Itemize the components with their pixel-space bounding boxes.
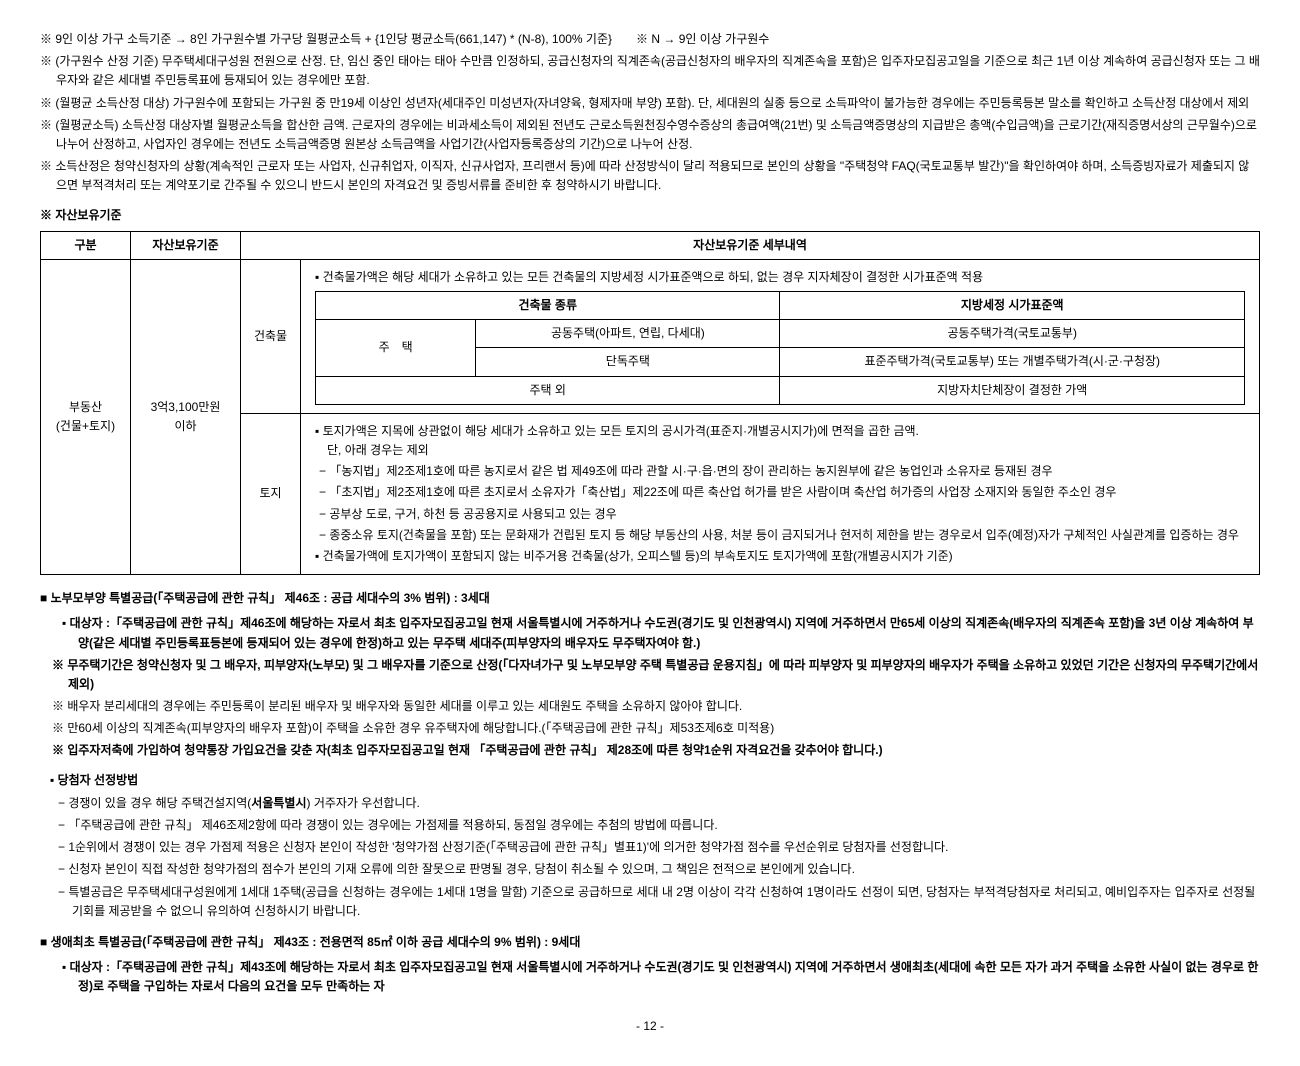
s1-note: ※ 만60세 이상의 직계존속(피부양자의 배우자 포함)이 주택을 소유한 경… [40, 719, 1260, 738]
ih-1: 건축물 종류 [316, 292, 780, 320]
cell-land-label: 토지 [241, 413, 301, 574]
land-footer: ▪ 건축물가액에 토지가액이 포함되지 않는 비주거용 건축물(상가, 오피스텔… [315, 547, 1245, 566]
section2-target: ▪ 대상자 :「주택공급에 관한 규칙」제43조에 해당하는 자로서 최초 입주… [40, 958, 1260, 996]
ic: 공동주택(아파트, 연립, 다세대) [476, 320, 780, 348]
th-category: 구분 [41, 231, 131, 259]
s1-note: ※ 무주택기간은 청약신청자 및 그 배우자, 피부양자(노부모) 및 그 배우… [40, 656, 1260, 694]
s1-note: ※ 배우자 분리세대의 경우에는 주민등록이 분리된 배우자 및 배우자와 동일… [40, 697, 1260, 716]
cell-category: 부동산 (건물+토지) [41, 259, 131, 574]
land-item: − 공부상 도로, 구거, 하천 등 공공용지로 사용되고 있는 경우 [315, 505, 1245, 524]
method: − 1순위에서 경쟁이 있는 경우 가점제 적용은 신청자 본인이 작성한 '청… [40, 838, 1260, 857]
cell-building-label: 건축물 [241, 259, 301, 413]
land-items: − 「농지법」제2조제1호에 따른 농지로서 같은 법 제49조에 따라 관할 … [315, 462, 1245, 545]
th-detail: 자산보유기준 세부내역 [241, 231, 1260, 259]
ih-2: 지방세정 시가표준액 [780, 292, 1245, 320]
land-item: − 「농지법」제2조제1호에 따른 농지로서 같은 법 제49조에 따라 관할 … [315, 462, 1245, 481]
building-inner-table: 건축물 종류 지방세정 시가표준액 주 택 공동주택(아파트, 연립, 다세대)… [315, 291, 1245, 405]
section1-title: ■ 노부모부양 특별공급(「주택공급에 관한 규칙」 제46조 : 공급 세대수… [40, 589, 1260, 608]
land-item: − 「초지법」제2조제1호에 따른 초지로서 소유자가「축산법」제22조에 따른… [315, 483, 1245, 502]
asset-title: ※ 자산보유기준 [40, 206, 1260, 225]
section1-target: ▪ 대상자 :「주택공급에 관한 규칙」제46조에 해당하는 자로서 최초 입주… [40, 614, 1260, 652]
land-item: − 종중소유 토지(건축물을 포함) 또는 문화재가 건립된 토지 등 해당 부… [315, 526, 1245, 545]
ic: 표준주택가격(국토교통부) 또는 개별주택가격(시·군·구청장) [780, 348, 1245, 376]
ic: 단독주택 [476, 348, 780, 376]
page-number: - 12 - [40, 1017, 1260, 1036]
ic: 공동주택가격(국토교통부) [780, 320, 1245, 348]
note-item: ※ 9인 이상 가구 소득기준 → 8인 가구원수별 가구당 월평균소득 + {… [40, 30, 1260, 49]
top-notes: ※ 9인 이상 가구 소득기준 → 8인 가구원수별 가구당 월평균소득 + {… [40, 30, 1260, 196]
note-item: ※ (월평균소득) 소득산정 대상자별 월평균소득을 합산한 금액. 근로자의 … [40, 116, 1260, 154]
method: − 특별공급은 무주택세대구성원에게 1세대 1주택(공급을 신청하는 경우에는… [40, 883, 1260, 921]
asset-table: 구분 자산보유기준 자산보유기준 세부내역 부동산 (건물+토지) 3억3,10… [40, 231, 1260, 575]
cell-building-detail: ▪ 건축물가액은 해당 세대가 소유하고 있는 모든 건축물의 지방세정 시가표… [301, 259, 1260, 413]
land-intro: ▪ 토지가액은 지목에 상관없이 해당 세대가 소유하고 있는 모든 토지의 공… [315, 422, 1245, 441]
th-standard: 자산보유기준 [131, 231, 241, 259]
section1-subtitle: ▪ 당첨자 선정방법 [40, 771, 1260, 790]
land-sub: 단, 아래 경우는 제외 [315, 441, 1245, 460]
cell-land-detail: ▪ 토지가액은 지목에 상관없이 해당 세대가 소유하고 있는 모든 토지의 공… [301, 413, 1260, 574]
building-intro: ▪ 건축물가액은 해당 세대가 소유하고 있는 모든 건축물의 지방세정 시가표… [315, 268, 1245, 287]
cell-standard: 3억3,100만원 이하 [131, 259, 241, 574]
section2-title: ■ 생애최초 특별공급(「주택공급에 관한 규칙」 제43조 : 전용면적 85… [40, 933, 1260, 952]
ic: 지방자치단체장이 결정한 가액 [780, 376, 1245, 404]
method: − 경쟁이 있을 경우 해당 주택건설지역(서울특별시) 거주자가 우선합니다. [40, 794, 1260, 813]
ic: 주 택 [316, 320, 476, 376]
note-item: ※ (가구원수 산정 기준) 무주택세대구성원 전원으로 산정. 단, 임신 중… [40, 52, 1260, 90]
s1-note: ※ 입주자저축에 가입하여 청약통장 가입요건을 갖춘 자(최초 입주자모집공고… [40, 741, 1260, 760]
ic: 주택 외 [316, 376, 780, 404]
method: − 신청자 본인이 직접 작성한 청약가점의 점수가 본인의 기재 오류에 의한… [40, 860, 1260, 879]
method: − 「주택공급에 관한 규칙」 제46조제2항에 따라 경쟁이 있는 경우에는 … [40, 816, 1260, 835]
note-item: ※ 소득산정은 청약신청자의 상황(계속적인 근로자 또는 사업자, 신규취업자… [40, 157, 1260, 195]
note-item: ※ (월평균 소득산정 대상) 가구원수에 포함되는 가구원 중 만19세 이상… [40, 94, 1260, 113]
